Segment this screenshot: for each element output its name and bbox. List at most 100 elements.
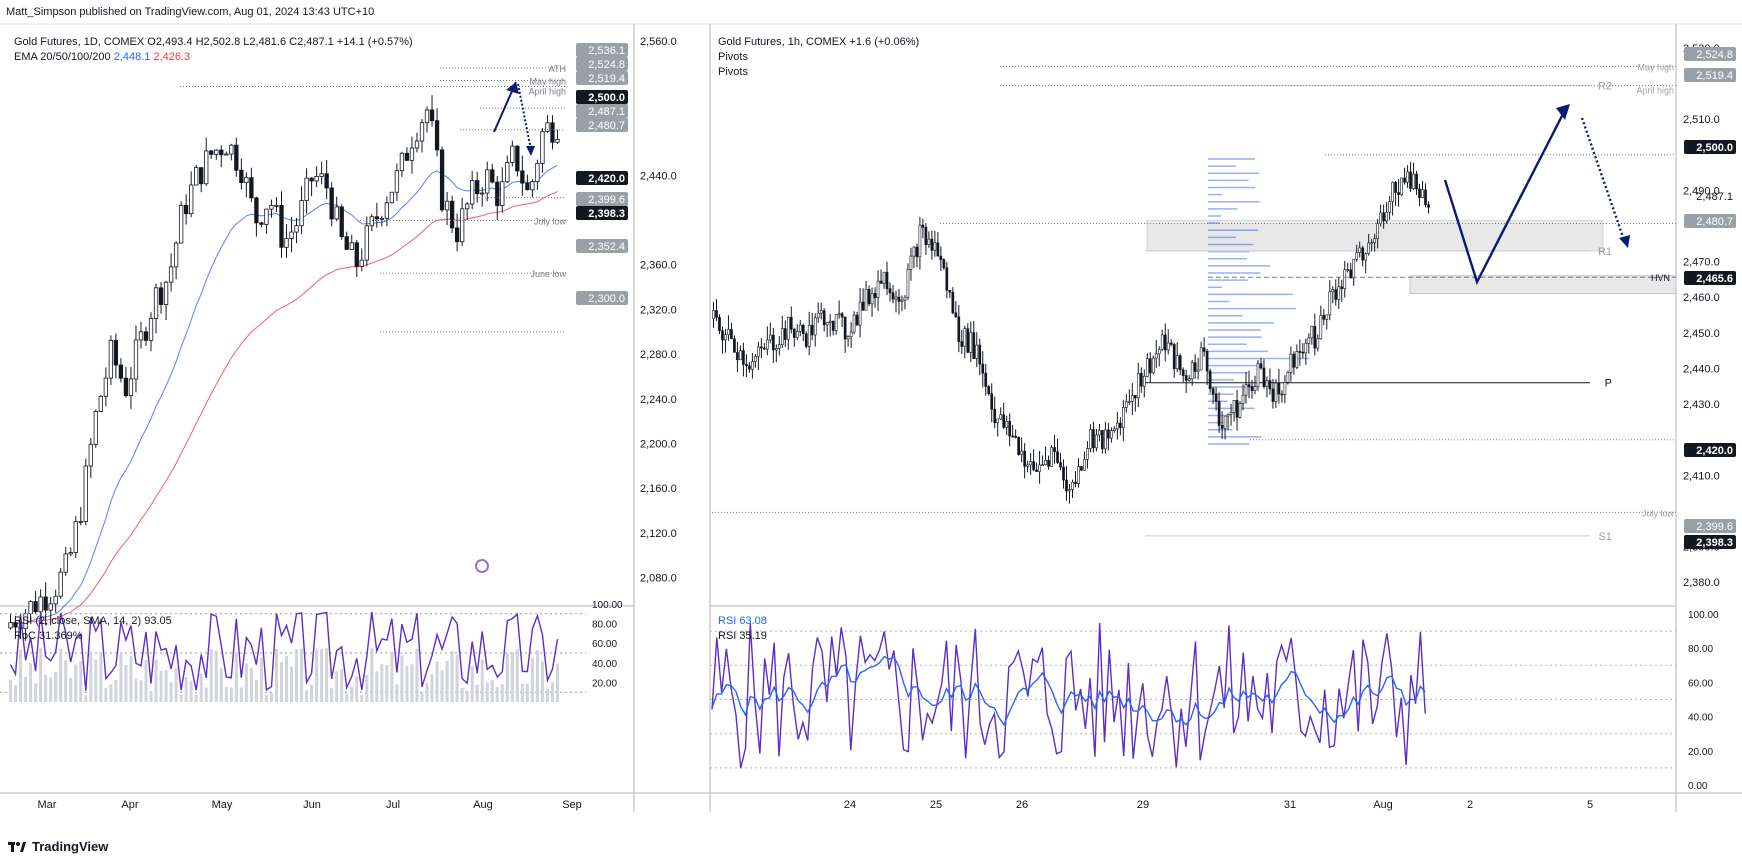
hourly-candle-body (798, 324, 802, 332)
hourly-candle-body (864, 289, 868, 311)
hourly-candle-body (1259, 363, 1263, 369)
hourly-candle-body (801, 324, 805, 335)
hourly-candle-body (1020, 450, 1023, 455)
hourly-candle-body (757, 346, 760, 357)
left-price-badge-bg (576, 192, 628, 206)
daily-candle-body (239, 169, 244, 184)
left-y-tick: 2,440.0 (640, 170, 677, 182)
right-y-tick: 2,490.0 (1683, 185, 1720, 197)
left-y-tick: 2,320.0 (640, 304, 677, 316)
hourly-candle-body (1098, 430, 1101, 436)
daily-candle-body (209, 150, 214, 155)
hourly-candle-body (1110, 430, 1113, 439)
roc-bar (184, 677, 188, 702)
hourly-candle-body (879, 280, 883, 284)
right-level-annotation: April high (1636, 86, 1674, 96)
left-price-badge-bg (576, 118, 628, 132)
hourly-candle-body (789, 317, 793, 330)
left-rsi-tick: 80.00 (592, 620, 617, 631)
roc-bar (295, 649, 299, 702)
hourly-candle-body (1196, 369, 1200, 372)
hourly-candle-body (885, 271, 889, 290)
hourly-candle-body (1211, 388, 1215, 395)
right-rsi-line (711, 622, 1426, 769)
hourly-candle-body (1217, 401, 1221, 426)
volume-profile-bar (1208, 357, 1310, 360)
volume-profile-bar (1208, 272, 1261, 274)
hourly-candle-body (1370, 242, 1374, 245)
daily-candle-body (269, 205, 274, 210)
hourly-candle-body (939, 255, 943, 261)
left-price-badge-bg (576, 57, 628, 71)
roc-bar (174, 667, 178, 702)
hourly-candle-body (1379, 212, 1382, 224)
hourly-candle-body (748, 365, 751, 370)
hourly-candle-body (1238, 403, 1242, 418)
roc-bar (455, 654, 459, 702)
hourly-candle-body (921, 224, 925, 228)
daily-candle-body (33, 601, 38, 613)
hourly-candle-body (954, 312, 958, 318)
roc-bar (515, 649, 519, 702)
roc-bar (525, 683, 529, 702)
left-rsi-legend: RSI (2, close, SMA, 14, 2) 93.05 RoC 31.… (14, 614, 172, 644)
hourly-candle-body (1394, 181, 1397, 193)
left-x-tick: Sep (562, 799, 582, 811)
daily-candle-body (444, 200, 450, 211)
hourly-candle-body (1104, 429, 1107, 450)
daily-candle-body (83, 465, 88, 522)
roc-bar (445, 660, 449, 702)
left-price-badge: 2,536.1 (588, 45, 625, 57)
hourly-candle-body (1083, 459, 1086, 471)
left-legend: Gold Futures, 1D, COMEX O2,493.4 H2,502.… (14, 35, 413, 65)
volume-profile-bar (1208, 329, 1261, 331)
roc-bar (380, 664, 384, 702)
tradingview-brand[interactable]: TradingView (8, 839, 108, 854)
roc-bar (310, 684, 314, 702)
daily-candle-body (118, 364, 124, 379)
roc-bar (19, 649, 23, 702)
left-y-tick: 2,200.0 (640, 439, 677, 451)
volume-profile-bar (1208, 172, 1260, 174)
volume-profile-bar (1208, 307, 1296, 310)
ema-value-2: 2,426.3 (153, 51, 191, 63)
roc-bar (345, 693, 349, 702)
roc-bar (144, 659, 148, 702)
hourly-candle-body (963, 328, 967, 347)
hourly-candle-body (1172, 344, 1176, 370)
hourly-candle-body (1397, 192, 1400, 195)
daily-candle-body (219, 149, 224, 156)
daily-candle-body (73, 521, 78, 553)
hourly-candle-body (1142, 376, 1146, 387)
hourly-candle-body (1385, 211, 1388, 222)
roc-bar (44, 674, 48, 702)
roc-bar (320, 648, 324, 702)
right-level-annotation: S1 (1599, 531, 1612, 543)
volume-profile-bar (1208, 243, 1254, 246)
hourly-candle-body (1241, 394, 1245, 404)
hourly-candle-body (936, 242, 940, 257)
hourly-candle-body (1376, 223, 1379, 239)
left-price-badge: 2,352.4 (588, 241, 625, 253)
hourly-candle-body (1283, 381, 1287, 395)
roc-bar (59, 648, 63, 702)
hourly-candle-body (840, 313, 844, 318)
left-rsi-tick: 100.00 (592, 600, 623, 611)
hourly-candle-body (1268, 380, 1272, 390)
hourly-candle-body (1017, 437, 1020, 455)
roc-bar (290, 666, 294, 702)
rsi-legend-right-1: RSI 63.08 (718, 615, 767, 627)
roc-bar (114, 680, 118, 702)
volume-profile-bar (1208, 193, 1223, 196)
hourly-candle-body (1286, 372, 1290, 383)
daily-candle-body (289, 231, 294, 239)
roc-bar (325, 648, 329, 702)
roc-bar (129, 656, 133, 702)
hourly-candle-body (942, 259, 946, 269)
volume-profile-bar (1208, 379, 1235, 381)
hourly-candle-body (1136, 373, 1140, 399)
hourly-candle-body (1002, 414, 1006, 428)
daily-candle-body (199, 167, 204, 185)
daily-candle-body (148, 318, 154, 341)
